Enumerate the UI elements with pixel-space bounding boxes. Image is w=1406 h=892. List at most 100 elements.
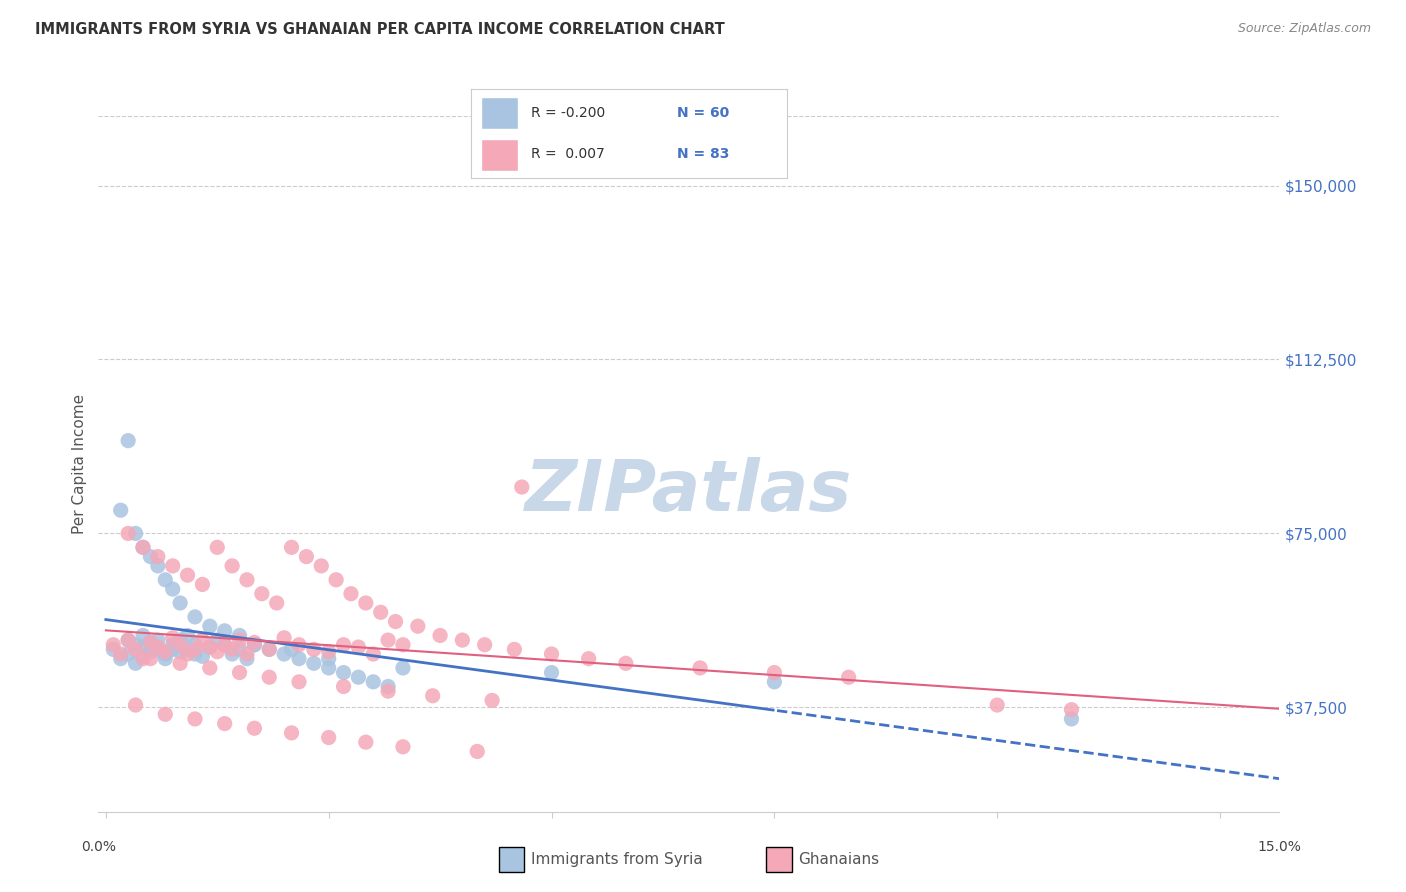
Point bbox=[763, 674, 786, 689]
Point bbox=[221, 642, 243, 657]
Point bbox=[1060, 712, 1083, 726]
Point bbox=[184, 712, 207, 726]
Text: 15.0%: 15.0% bbox=[1257, 839, 1302, 854]
Point bbox=[354, 596, 377, 610]
Point bbox=[214, 624, 236, 638]
Point bbox=[139, 651, 162, 665]
Point bbox=[465, 744, 488, 758]
Point bbox=[228, 628, 250, 642]
Point bbox=[124, 526, 146, 541]
Point bbox=[198, 619, 221, 633]
Point bbox=[370, 605, 392, 619]
Text: Ghanaians: Ghanaians bbox=[799, 853, 880, 867]
Point bbox=[318, 731, 340, 745]
Y-axis label: Per Capita Income: Per Capita Income bbox=[72, 393, 87, 534]
Point bbox=[474, 638, 496, 652]
Point bbox=[510, 480, 533, 494]
Point bbox=[422, 689, 444, 703]
Point bbox=[259, 642, 281, 657]
Point bbox=[139, 549, 162, 564]
Point bbox=[146, 640, 169, 654]
Point bbox=[110, 647, 132, 661]
Point bbox=[191, 577, 214, 591]
Point bbox=[146, 633, 169, 648]
Point bbox=[169, 657, 191, 671]
Point bbox=[540, 665, 562, 680]
Point bbox=[117, 647, 139, 661]
Point bbox=[117, 633, 139, 648]
Point bbox=[614, 657, 637, 671]
Point bbox=[132, 651, 155, 665]
Point bbox=[176, 628, 198, 642]
Point bbox=[214, 638, 236, 652]
Point bbox=[184, 610, 207, 624]
Point bbox=[228, 665, 250, 680]
Point bbox=[132, 541, 155, 555]
Text: ZIPatlas: ZIPatlas bbox=[526, 458, 852, 526]
Point bbox=[451, 633, 474, 648]
Point bbox=[221, 647, 243, 661]
Point bbox=[838, 670, 860, 684]
Point bbox=[103, 638, 125, 652]
Point bbox=[228, 633, 250, 648]
Point bbox=[236, 651, 259, 665]
Point bbox=[117, 526, 139, 541]
Point bbox=[191, 649, 214, 664]
Point bbox=[354, 735, 377, 749]
Point bbox=[184, 642, 207, 657]
Point bbox=[347, 640, 370, 654]
Point bbox=[280, 541, 302, 555]
Point bbox=[146, 558, 169, 573]
Point bbox=[110, 503, 132, 517]
Point bbox=[377, 680, 399, 694]
Point bbox=[139, 645, 162, 659]
Point bbox=[155, 573, 177, 587]
Text: R =  0.007: R = 0.007 bbox=[531, 147, 605, 161]
Point bbox=[392, 739, 415, 754]
Point bbox=[207, 645, 229, 659]
Point bbox=[117, 434, 139, 448]
Point bbox=[214, 638, 236, 652]
Point bbox=[1060, 703, 1083, 717]
Point bbox=[146, 642, 169, 657]
Point bbox=[340, 587, 363, 601]
Point bbox=[318, 651, 340, 665]
Point bbox=[503, 642, 526, 657]
Point bbox=[243, 721, 266, 735]
Point bbox=[325, 573, 347, 587]
Point bbox=[124, 642, 146, 657]
Text: Source: ZipAtlas.com: Source: ZipAtlas.com bbox=[1237, 22, 1371, 36]
Point bbox=[169, 596, 191, 610]
Point bbox=[578, 651, 600, 665]
Point bbox=[162, 638, 184, 652]
Point bbox=[295, 549, 318, 564]
Point bbox=[155, 647, 177, 661]
Point bbox=[361, 647, 384, 661]
Point bbox=[221, 558, 243, 573]
Point bbox=[288, 674, 311, 689]
Point bbox=[280, 642, 302, 657]
FancyBboxPatch shape bbox=[481, 97, 519, 129]
Point bbox=[309, 558, 332, 573]
Point bbox=[198, 640, 221, 654]
Point bbox=[288, 638, 311, 652]
Point bbox=[429, 628, 451, 642]
Point bbox=[318, 661, 340, 675]
Point bbox=[191, 633, 214, 648]
Point bbox=[377, 633, 399, 648]
Point bbox=[332, 638, 354, 652]
Point bbox=[243, 638, 266, 652]
Point bbox=[146, 549, 169, 564]
FancyBboxPatch shape bbox=[481, 139, 519, 171]
Point bbox=[236, 647, 259, 661]
Point bbox=[259, 670, 281, 684]
Point bbox=[273, 647, 295, 661]
Point bbox=[214, 716, 236, 731]
Point bbox=[155, 645, 177, 659]
Text: N = 60: N = 60 bbox=[676, 106, 728, 120]
Point bbox=[162, 631, 184, 645]
Point bbox=[132, 541, 155, 555]
Point bbox=[176, 568, 198, 582]
Point bbox=[103, 642, 125, 657]
Point bbox=[139, 635, 162, 649]
